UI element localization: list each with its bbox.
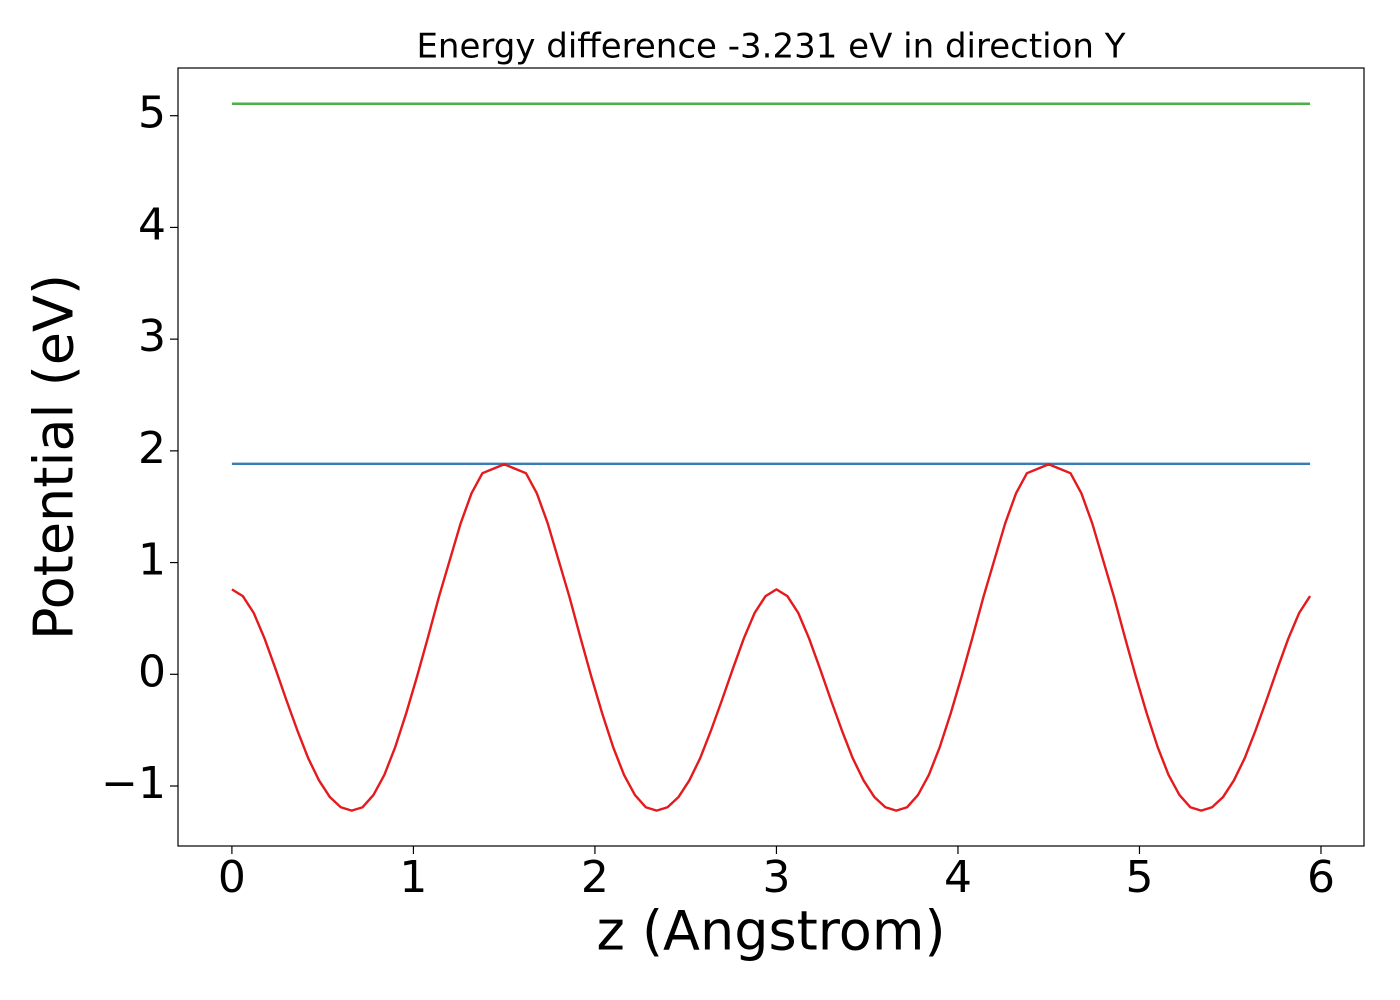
x-tick-label: 1	[399, 852, 427, 903]
x-axis-label: z (Angstrom)	[596, 900, 945, 963]
series-line	[231, 463, 1312, 812]
y-tick-label: 1	[138, 535, 166, 586]
y-tick-label: 2	[138, 423, 166, 474]
x-tick-label: 2	[581, 852, 609, 903]
plot-frame	[177, 67, 1365, 847]
chart-title: Energy difference -3.231 eV in direction…	[416, 27, 1125, 67]
x-tick-label: 4	[944, 852, 972, 903]
x-tick-label: 0	[218, 852, 246, 903]
y-axis-label: Potential (eV)	[23, 274, 86, 640]
y-tick-label: 4	[138, 199, 166, 250]
x-tick-label: 6	[1307, 852, 1335, 903]
x-tick-label: 5	[1125, 852, 1153, 903]
y-tick-label: 0	[138, 646, 166, 697]
x-tick-label: 3	[762, 852, 790, 903]
y-tick-label: 3	[138, 311, 166, 362]
y-tick-label: 5	[138, 88, 166, 139]
y-tick-label: −1	[101, 758, 166, 809]
